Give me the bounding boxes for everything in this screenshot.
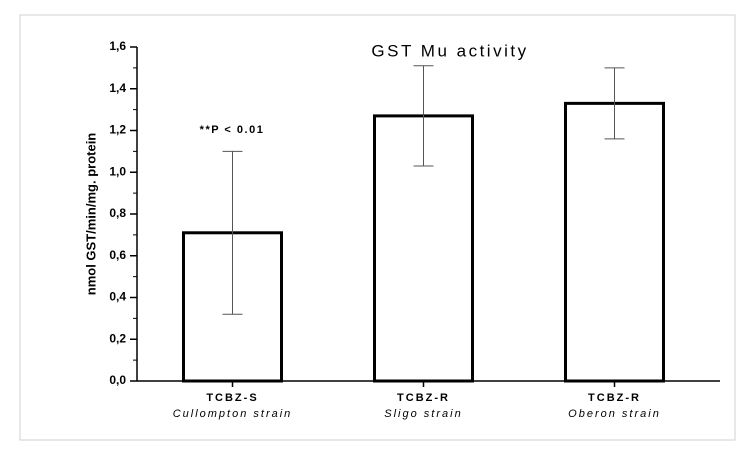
y-tick-label: 0,2 — [109, 331, 126, 345]
x-tick-label: TCBZ-S — [206, 392, 258, 404]
x-tick-sublabel: Oberon strain — [568, 408, 661, 420]
y-tick-label: 1,6 — [109, 39, 126, 53]
frame — [19, 14, 736, 441]
y-tick-label: 1,0 — [109, 164, 126, 178]
bar — [564, 101, 665, 383]
annotation: **P < 0.01 — [200, 124, 265, 136]
y-tick-label: 1,2 — [109, 123, 126, 137]
y-tick-label: 0,6 — [109, 248, 126, 262]
y-tick-label: 0,8 — [109, 206, 126, 220]
y-tick-label: 0,0 — [109, 373, 126, 387]
x-tick-sublabel: Sligo strain — [384, 408, 462, 420]
x-tick-label: TCBZ-R — [588, 392, 641, 404]
y-tick-label: 0,4 — [109, 290, 126, 304]
chart-title: GST Mu activity — [371, 41, 528, 60]
y-axis-label: nmol GST/min/mg. protein — [83, 133, 98, 296]
x-tick-sublabel: Cullompton strain — [173, 408, 293, 420]
y-tick-label: 1,4 — [109, 81, 126, 95]
x-tick-label: TCBZ-R — [397, 392, 450, 404]
